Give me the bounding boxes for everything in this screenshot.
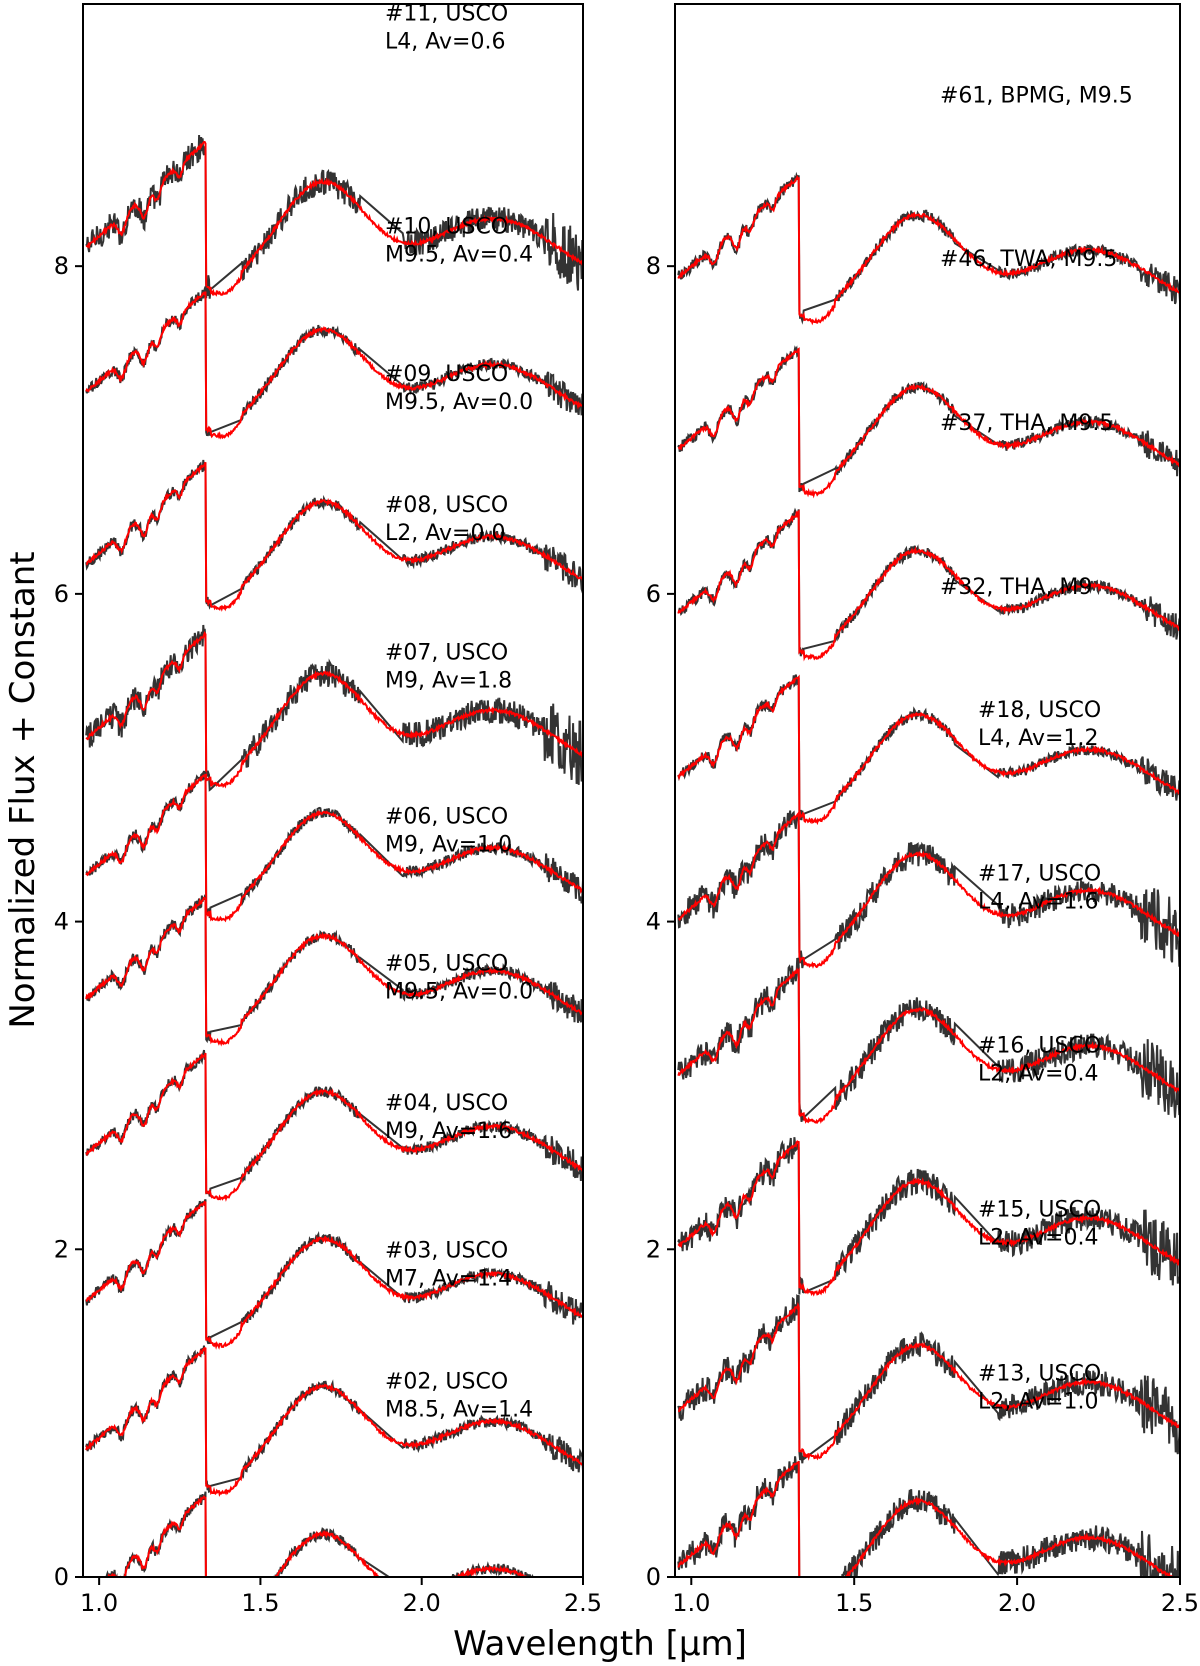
y-tick-label: 6: [54, 580, 69, 608]
model-spectrum-line: [85, 773, 583, 923]
series-label: #06, USCO: [385, 804, 508, 829]
model-spectrum-line: [85, 291, 583, 440]
series-label: M8.5, Av=1.4: [385, 1398, 533, 1423]
series-label: #03, USCO: [385, 1238, 508, 1263]
series-label: #46, TWA, M9.5: [940, 247, 1117, 272]
series-label: L4, Av=0.6: [385, 29, 505, 54]
observed-spectrum-line: [677, 674, 1180, 821]
right-panel: #61, BPMG, M9.5 #46, TWA, M9.5 #37, THA, M…: [646, 3, 1199, 1617]
left-panel: #11, USCO L4, Av=0.6 #10, USCO M9.5, Av=0.4…: [54, 1, 602, 1617]
observed-spectrum-line: [677, 1456, 1180, 1577]
model-spectrum-line: [106, 1495, 530, 1577]
model-spectrum-line: [85, 1346, 583, 1497]
model-spectrum-line: [677, 1140, 1180, 1297]
series-label: #10, USCO: [385, 214, 508, 239]
x-tick-label: 2.0: [998, 1589, 1036, 1617]
observed-spectrum-line: [85, 459, 583, 610]
x-tick-label: 2.5: [1161, 1589, 1199, 1617]
x-axis-label: Wavelength [μm]: [453, 1624, 747, 1664]
y-tick-label: 2: [54, 1235, 69, 1263]
model-spectrum-line: [85, 1200, 583, 1350]
observed-spectrum-line: [85, 894, 583, 1044]
series-label: #08, USCO: [385, 493, 508, 518]
plot-area: [677, 171, 1180, 1577]
x-tick-label: 1.5: [241, 1589, 279, 1617]
model-spectrum-line: [85, 896, 583, 1047]
series-label: #04, USCO: [385, 1091, 508, 1116]
series-label: #32, THA, M9: [940, 575, 1092, 600]
y-tick-label: 4: [54, 908, 69, 936]
model-spectrum-line: [677, 174, 1180, 326]
y-axis-label: Normalized Flux + Constant: [3, 551, 43, 1028]
series-label: #16, USCO: [978, 1034, 1101, 1059]
observed-spectrum-line: [85, 1049, 583, 1197]
series-label: #09, USCO: [385, 362, 508, 387]
series-label: L2, Av=1.0: [978, 1389, 1098, 1414]
y-tick-label: 6: [646, 580, 661, 608]
plot-area: [85, 134, 583, 1577]
series-label: L2, Av=0.4: [978, 1062, 1098, 1087]
series-label: M9.5, Av=0.4: [385, 242, 533, 267]
observed-spectrum-line: [677, 1293, 1180, 1464]
observed-spectrum-line: [85, 624, 583, 792]
axes-frame: [674, 3, 1181, 1578]
series-label: M9, Av=1.8: [385, 668, 512, 693]
model-spectrum-line: [85, 1052, 583, 1202]
series-label: M9.5, Av=0.0: [385, 980, 533, 1005]
series-label: #13, USCO: [978, 1361, 1101, 1386]
axes-frame: [82, 3, 584, 1578]
y-tick-label: 0: [54, 1563, 69, 1591]
series-label: #37, THA, M9.5: [940, 411, 1113, 436]
series-label: #15, USCO: [978, 1198, 1101, 1223]
model-spectrum-line: [678, 810, 1180, 969]
model-spectrum-line: [85, 141, 583, 297]
observed-spectrum-line: [677, 957, 1180, 1122]
model-spectrum-line: [677, 674, 1180, 826]
series-label: M7, Av=1.4: [385, 1266, 512, 1291]
y-tick-label: 4: [646, 908, 661, 936]
x-tick-label: 1.0: [672, 1589, 710, 1617]
series-label: #17, USCO: [978, 862, 1101, 887]
model-spectrum-line: [85, 630, 583, 789]
series-label: #05, USCO: [385, 952, 508, 977]
observed-spectrum-line: [677, 507, 1180, 657]
observed-spectrum-line: [85, 770, 583, 919]
y-tick-label: 2: [646, 1235, 661, 1263]
series-label: M9.5, Av=0.0: [385, 390, 533, 415]
observed-spectrum-line: [102, 1491, 534, 1577]
series-label: #18, USCO: [978, 698, 1101, 723]
model-spectrum-line: [85, 461, 583, 612]
series-label: L2, Av=0.0: [385, 521, 505, 546]
series-label: L4, Av=1.2: [978, 726, 1098, 751]
observed-spectrum-line: [677, 810, 1180, 969]
series-label: #61, BPMG, M9.5: [940, 83, 1133, 108]
x-tick-label: 1.0: [80, 1589, 118, 1617]
x-tick-label: 2.0: [403, 1589, 441, 1617]
series-label: M9, Av=1.6: [385, 1119, 512, 1144]
observed-spectrum-line: [85, 1198, 583, 1345]
series-label: L4, Av=1.6: [978, 890, 1098, 915]
y-tick-label: 8: [54, 252, 69, 280]
series-label: M9, Av=1.0: [385, 832, 512, 857]
model-spectrum-line: [677, 347, 1180, 499]
model-spectrum-line: [677, 1302, 1180, 1461]
series-label: L2, Av=0.4: [978, 1226, 1098, 1251]
series-label: #02, USCO: [385, 1370, 508, 1395]
x-tick-label: 2.5: [564, 1589, 602, 1617]
series-label: #11, USCO: [385, 1, 508, 26]
observed-spectrum-line: [677, 1137, 1180, 1295]
series-label: #07, USCO: [385, 640, 508, 665]
x-tick-label: 1.5: [835, 1589, 873, 1617]
observed-spectrum-line: [85, 134, 583, 299]
model-spectrum-line: [677, 1460, 1175, 1577]
y-tick-label: 0: [646, 1563, 661, 1591]
y-tick-label: 8: [646, 252, 661, 280]
model-spectrum-line: [677, 509, 1180, 662]
model-spectrum-line: [677, 967, 1180, 1125]
